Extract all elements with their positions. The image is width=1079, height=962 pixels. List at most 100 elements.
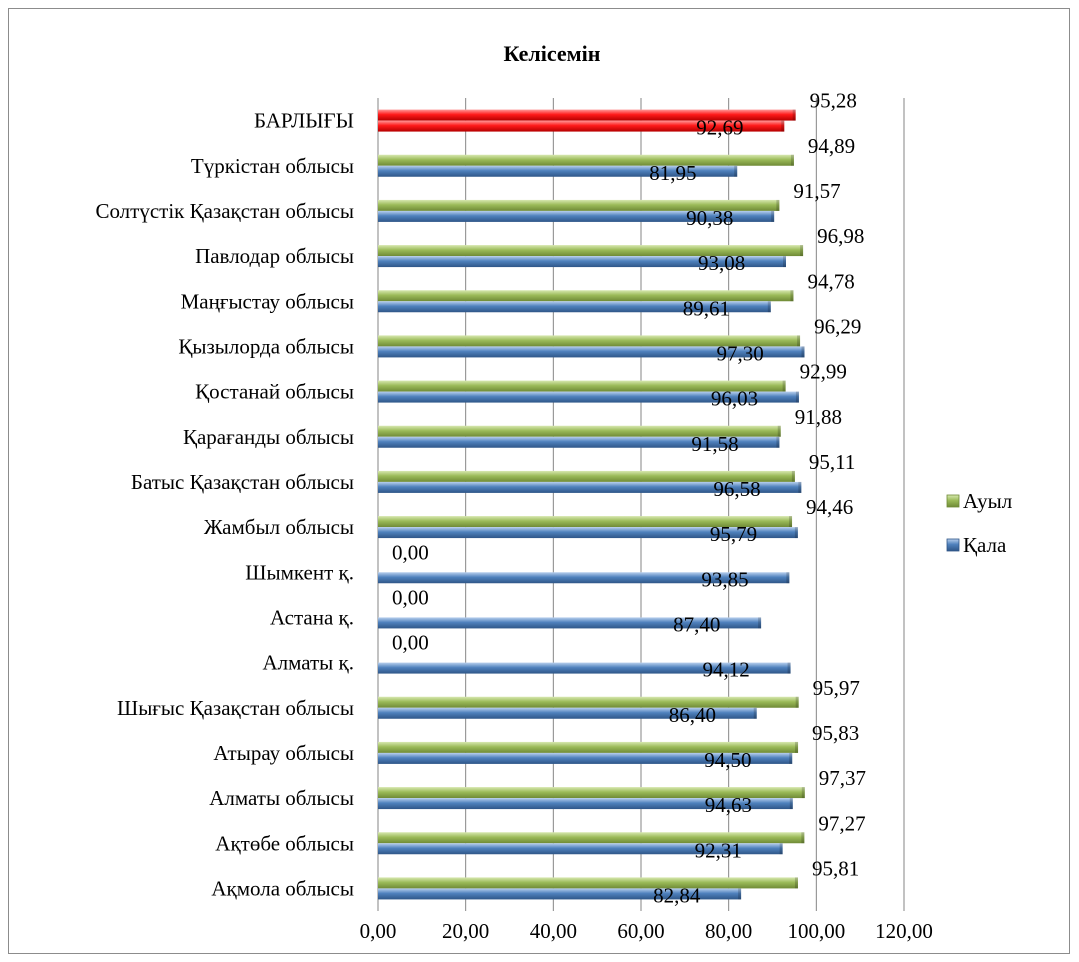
x-tick-label: 20,00 xyxy=(442,919,489,943)
bar-end-cap xyxy=(777,425,781,437)
bar-auyl xyxy=(378,516,793,528)
x-tick-label: 100,00 xyxy=(787,919,845,943)
bar-end-cap xyxy=(791,470,795,482)
bar-end-cap xyxy=(790,290,794,302)
bar-end-cap xyxy=(789,752,793,764)
category-label: Маңғыстау облысы xyxy=(181,289,354,313)
x-tick-label: 40,00 xyxy=(530,919,577,943)
chart-title: Келісемін xyxy=(504,41,601,66)
bar-end-cap xyxy=(792,109,796,121)
bar-end-cap xyxy=(797,335,801,347)
bar-end-cap xyxy=(734,165,738,177)
data-label-auyl: 0,00 xyxy=(392,631,429,655)
bar-qala xyxy=(378,210,775,222)
data-label-auyl: 96,98 xyxy=(817,224,864,248)
data-label-qala: 90,38 xyxy=(686,206,733,230)
data-label-qala: 87,40 xyxy=(673,612,720,636)
bar-end-cap xyxy=(795,696,799,708)
bar-end-cap xyxy=(738,888,742,900)
data-label-qala: 94,12 xyxy=(703,658,750,682)
data-label-qala: 92,69 xyxy=(696,116,743,140)
bar-end-cap xyxy=(781,120,785,132)
category-label: Ақтөбе облысы xyxy=(215,831,354,855)
data-label-auyl: 92,99 xyxy=(800,360,847,384)
legend-label-qala: Қала xyxy=(963,533,1007,557)
data-label-auyl: 0,00 xyxy=(392,540,429,564)
bar-end-cap xyxy=(794,527,798,539)
data-label-qala: 81,95 xyxy=(649,161,696,185)
category-label: Алматы қ. xyxy=(262,651,354,675)
data-label-qala: 96,03 xyxy=(711,387,758,411)
category-label: БАРЛЫҒЫ xyxy=(254,109,354,133)
bar-qala xyxy=(378,120,785,132)
x-tick-label: 60,00 xyxy=(617,919,664,943)
category-label: Батыс Қазақстан облысы xyxy=(131,470,354,494)
category-label: Жамбыл облысы xyxy=(204,515,354,539)
bar-end-cap xyxy=(795,391,799,403)
legend-swatch-qala xyxy=(946,538,960,552)
bar-auyl xyxy=(378,832,805,844)
data-label-auyl: 94,78 xyxy=(807,269,854,293)
chart-frame: Келісемін БАРЛЫҒЫ 95,28 92,69 Түркістан облы… xyxy=(8,8,1070,954)
bar-qala xyxy=(378,481,802,493)
bar-auyl xyxy=(378,741,799,753)
data-label-qala: 94,63 xyxy=(705,793,752,817)
bar-qala xyxy=(378,256,787,268)
data-label-auyl: 95,81 xyxy=(812,856,859,880)
bar-qala xyxy=(378,752,793,764)
bar-auyl xyxy=(378,199,780,211)
data-label-qala: 92,31 xyxy=(695,838,742,862)
bar-end-cap xyxy=(776,199,780,211)
category-label: Қарағанды облысы xyxy=(183,425,354,449)
data-label-auyl: 95,11 xyxy=(809,450,855,474)
data-label-auyl: 95,83 xyxy=(812,721,859,745)
bar-end-cap xyxy=(753,707,757,719)
bar-qala xyxy=(378,798,793,810)
category-label: Солтүстік Қазақстан облысы xyxy=(95,199,354,223)
bar-end-cap xyxy=(782,380,786,392)
data-label-qala: 86,40 xyxy=(669,703,716,727)
bar-end-cap xyxy=(758,617,762,629)
data-label-qala: 91,58 xyxy=(691,432,738,456)
data-label-qala: 93,08 xyxy=(698,251,745,275)
data-label-auyl: 0,00 xyxy=(392,585,429,609)
x-tick-label: 0,00 xyxy=(360,919,397,943)
bar-auyl xyxy=(378,470,795,482)
data-label-auyl: 91,57 xyxy=(793,179,840,203)
data-label-qala: 89,61 xyxy=(683,296,730,320)
bar-end-cap xyxy=(776,436,780,448)
data-label-auyl: 94,89 xyxy=(808,134,855,158)
data-label-qala: 96,58 xyxy=(713,477,760,501)
data-label-auyl: 91,88 xyxy=(795,405,842,429)
category-label: Павлодар облысы xyxy=(195,244,354,268)
data-label-qala: 82,84 xyxy=(653,883,701,907)
bar-auyl xyxy=(378,109,796,121)
data-label-auyl: 97,37 xyxy=(819,766,866,790)
bar-qala xyxy=(378,301,771,313)
category-label: Түркістан облысы xyxy=(191,154,354,178)
data-label-auyl: 94,46 xyxy=(806,495,853,519)
bar-qala xyxy=(378,346,805,358)
category-label: Шығыс Қазақстан облысы xyxy=(117,696,354,720)
bar-auyl xyxy=(378,380,786,392)
bar-auyl xyxy=(378,335,801,347)
bar-qala xyxy=(378,165,738,177)
category-label: Қызылорда облысы xyxy=(178,334,354,358)
bar-auyl xyxy=(378,154,794,166)
bar-auyl xyxy=(378,290,794,302)
bar-end-cap xyxy=(794,877,798,889)
category-label: Астана қ. xyxy=(270,605,354,629)
bar-end-cap xyxy=(798,481,802,493)
bar-end-cap xyxy=(779,843,783,855)
bar-auyl xyxy=(378,877,798,889)
bar-qala xyxy=(378,707,757,719)
x-tick-label: 80,00 xyxy=(705,919,752,943)
bar-qala xyxy=(378,391,799,403)
bar-end-cap xyxy=(786,572,790,584)
data-label-qala: 95,79 xyxy=(710,522,757,546)
bar-qala xyxy=(378,662,791,674)
bar-auyl xyxy=(378,787,805,799)
category-label: Шымкент қ. xyxy=(245,560,354,584)
bar-qala xyxy=(378,843,783,855)
x-tick-label: 120,00 xyxy=(875,919,933,943)
